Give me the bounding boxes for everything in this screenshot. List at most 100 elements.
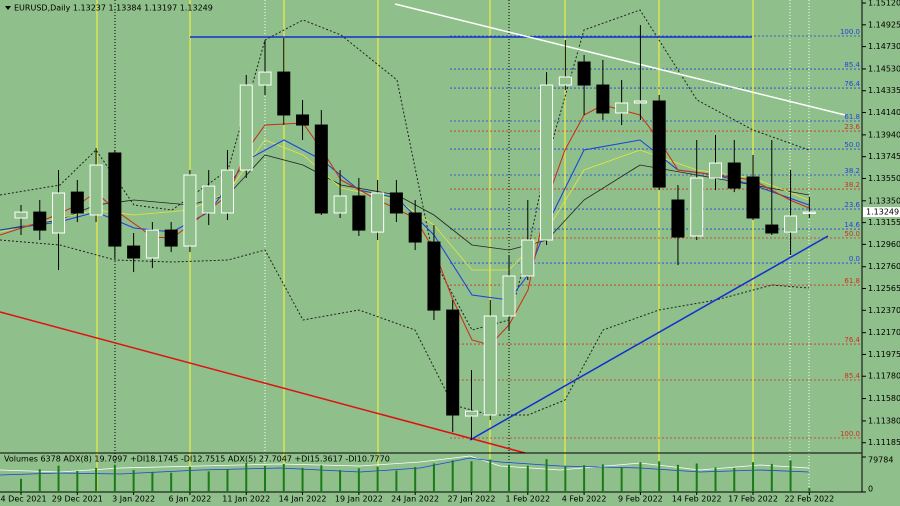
x-tick-label: 3 Jan 2022 bbox=[112, 495, 155, 504]
candle-body bbox=[352, 195, 366, 231]
x-tick-label: 4 Feb 2022 bbox=[562, 495, 607, 504]
x-tick-label: 9 Feb 2022 bbox=[618, 495, 663, 504]
candle-body bbox=[220, 169, 234, 214]
last-price-box bbox=[863, 207, 900, 218]
candle-body bbox=[652, 100, 666, 188]
candles bbox=[14, 25, 816, 441]
last-price-label: 1.13249 bbox=[866, 208, 899, 217]
candle-body bbox=[577, 61, 591, 86]
x-tick-label: 22 Feb 2022 bbox=[784, 495, 834, 504]
x-tick-label: 24 Jan 2022 bbox=[391, 495, 439, 504]
candle-body bbox=[14, 211, 28, 219]
candle-body bbox=[52, 192, 66, 234]
y-tick-label: 1.12170 bbox=[868, 328, 900, 337]
trend-line-red bbox=[0, 311, 526, 454]
volume-tick-label: 79784 bbox=[868, 456, 893, 465]
candle-body bbox=[746, 176, 760, 219]
candle-body bbox=[202, 185, 216, 214]
fibonacci: 100.0 85.4 76.4 61.8 50.0 38.2 23.6 14.6 0.0 23.6… bbox=[450, 28, 862, 439]
y-tick-label: 1.13940 bbox=[868, 130, 900, 139]
adx-line bbox=[0, 455, 810, 473]
x-tick-label: 1 Feb 2022 bbox=[505, 495, 550, 504]
candle-body bbox=[633, 100, 647, 104]
x-tick-label: 27 Jan 2022 bbox=[447, 495, 495, 504]
y-tick-label: 1.11185 bbox=[868, 438, 900, 447]
candle-body bbox=[690, 177, 704, 237]
candle-body bbox=[333, 195, 347, 214]
candle-body bbox=[371, 192, 385, 233]
candle-body bbox=[127, 245, 141, 259]
candle-body bbox=[89, 164, 103, 216]
fib-label: 76.4 bbox=[844, 80, 860, 88]
candle-body bbox=[464, 410, 478, 417]
y-tick-label: 1.14335 bbox=[868, 86, 900, 95]
lower-band bbox=[0, 239, 810, 416]
y-tick-label: 1.11580 bbox=[868, 394, 900, 403]
header: EURUSD,Daily 1.13237 1.13384 1.13197 1.1… bbox=[14, 4, 213, 13]
x-tick-label: 14 Feb 2022 bbox=[672, 495, 722, 504]
fib-label: 38.2 bbox=[844, 181, 860, 189]
candle-body bbox=[427, 241, 441, 311]
candle-body bbox=[389, 192, 403, 214]
fib-label: 50.0 bbox=[844, 230, 860, 238]
y-tick-label: 1.14925 bbox=[868, 20, 900, 29]
fib-label: 85.4 bbox=[844, 61, 860, 69]
candle-body bbox=[314, 124, 328, 214]
candle-body bbox=[540, 84, 554, 241]
candle-body bbox=[164, 229, 178, 247]
fib-label: 61.8 bbox=[844, 113, 860, 121]
candle-body bbox=[483, 315, 497, 416]
candle-body bbox=[521, 239, 535, 277]
y-tick-label: 1.14140 bbox=[868, 108, 900, 117]
fib-label: 76.4 bbox=[844, 336, 860, 344]
fib-label: 100.0 bbox=[840, 28, 860, 36]
volume-label: Volumes 6378 ADX(8) 19.7097 +DI18.1745 -… bbox=[4, 455, 390, 464]
candle-body bbox=[765, 224, 779, 234]
trend-line-white bbox=[394, 3, 846, 116]
fib-label: 38.2 bbox=[844, 167, 860, 175]
y-tick-label: 1.13155 bbox=[868, 218, 900, 227]
y-tick-label: 1.14730 bbox=[868, 42, 900, 51]
fib-label: 14.6 bbox=[844, 221, 860, 229]
y-tick-label: 1.11975 bbox=[868, 350, 900, 359]
trend-line-blue bbox=[469, 235, 829, 441]
candle-body bbox=[502, 275, 516, 317]
fib-label: 61.8 bbox=[844, 277, 860, 285]
y-tick-label: 1.13745 bbox=[868, 152, 900, 161]
menu-arrow bbox=[5, 6, 11, 10]
candle-body bbox=[596, 84, 610, 114]
y-tick-label: 1.13550 bbox=[868, 174, 900, 183]
candle-body bbox=[558, 76, 572, 86]
y-tick-label: 1.15120 bbox=[868, 0, 900, 8]
x-tick-label: 17 Feb 2022 bbox=[728, 495, 778, 504]
x-tick-label: 6 Jan 2022 bbox=[168, 495, 211, 504]
candle-body bbox=[70, 191, 84, 214]
fib-label: 85.4 bbox=[844, 372, 860, 380]
x-tick-label: 19 Jan 2022 bbox=[335, 495, 383, 504]
candle-body bbox=[784, 215, 798, 233]
fib-label: 50.0 bbox=[844, 141, 860, 149]
candle-body bbox=[296, 114, 310, 126]
y-tick-label: 1.13350 bbox=[868, 196, 900, 205]
candle-body bbox=[239, 84, 253, 171]
y-tick-label: 1.11780 bbox=[868, 372, 900, 381]
y-tick-label: 1.12960 bbox=[868, 240, 900, 249]
fib-label: 23.6 bbox=[844, 123, 860, 131]
volume-tick-label: 0 bbox=[868, 485, 873, 494]
y-tick-label: 1.12370 bbox=[868, 306, 900, 315]
y-tick-label: 1.11380 bbox=[868, 416, 900, 425]
candle-body bbox=[615, 102, 629, 114]
fib-label: 100.0 bbox=[840, 430, 860, 438]
candle-body bbox=[802, 211, 816, 214]
fib-label: 23.6 bbox=[844, 201, 860, 209]
y-tick-label: 1.14530 bbox=[868, 64, 900, 73]
candle-body bbox=[727, 162, 741, 189]
y-tick-label: 1.12760 bbox=[868, 262, 900, 271]
candle-body bbox=[108, 152, 122, 247]
candle-body bbox=[33, 211, 47, 231]
x-tick-label: 29 Dec 2021 bbox=[52, 495, 103, 504]
x-tick-label: 14 Jan 2022 bbox=[279, 495, 327, 504]
